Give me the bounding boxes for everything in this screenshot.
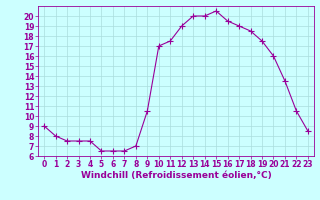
X-axis label: Windchill (Refroidissement éolien,°C): Windchill (Refroidissement éolien,°C) [81,171,271,180]
